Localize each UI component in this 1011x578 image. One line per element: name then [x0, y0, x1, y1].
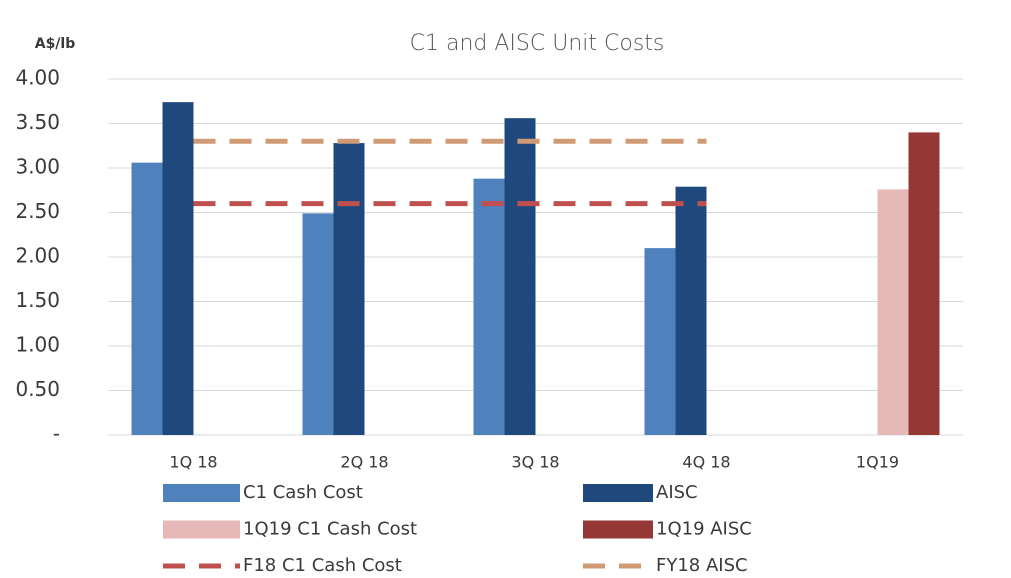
chart-title: C1 and AISC Unit Costs: [410, 31, 665, 56]
bar: [162, 102, 194, 435]
legend-label: 1Q19 AISC: [656, 519, 752, 540]
y-tick-label: 1.00: [15, 333, 60, 357]
x-tick-label: 2Q 18: [340, 453, 388, 472]
legend-label: C1 Cash Cost: [243, 482, 363, 503]
bar: [131, 162, 163, 435]
bar: [908, 132, 940, 435]
bar: [333, 143, 365, 435]
bar: [504, 118, 536, 435]
y-tick-label: 2.50: [15, 199, 60, 223]
legend-swatch: [163, 520, 240, 539]
y-tick-label: 4.00: [15, 66, 60, 90]
y-tick-label: 1.50: [15, 288, 60, 312]
x-tick-label: 4Q 18: [682, 453, 730, 472]
bar: [302, 213, 334, 435]
x-tick-label: 1Q19: [856, 453, 899, 472]
x-tick-label: 3Q 18: [511, 453, 559, 472]
legend-label: F18 C1 Cash Cost: [243, 555, 402, 576]
x-tick-label: 1Q 18: [169, 453, 217, 472]
legend-swatch: [583, 520, 653, 539]
y-axis-label: A$/lb: [35, 36, 76, 52]
y-tick-label: -: [53, 422, 60, 446]
legend-label: FY18 AISC: [656, 555, 748, 576]
bar: [877, 189, 909, 435]
legend-swatch: [583, 484, 653, 502]
bar: [644, 248, 676, 435]
y-tick-label: 2.00: [15, 244, 60, 268]
legend-label: 1Q19 C1 Cash Cost: [243, 519, 417, 540]
legend-label: AISC: [656, 482, 698, 503]
legend-swatch: [163, 484, 240, 502]
y-tick-label: 0.50: [15, 377, 60, 401]
bar: [675, 186, 707, 435]
y-tick-label: 3.50: [15, 110, 60, 134]
y-tick-label: 3.00: [15, 155, 60, 179]
bar: [473, 178, 505, 435]
